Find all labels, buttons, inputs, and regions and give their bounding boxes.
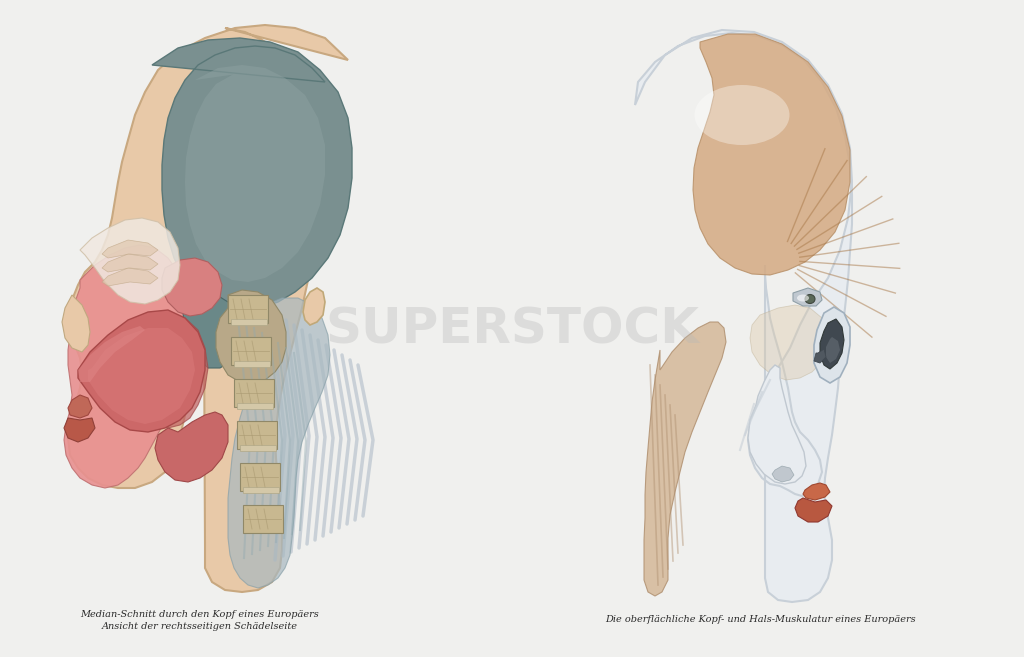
Polygon shape bbox=[155, 412, 228, 482]
Text: Die oberflächliche Kopf- und Hals-Muskulatur eines Europäers: Die oberflächliche Kopf- und Hals-Muskul… bbox=[605, 615, 915, 624]
Polygon shape bbox=[750, 305, 828, 380]
Polygon shape bbox=[803, 483, 830, 500]
Polygon shape bbox=[795, 498, 831, 522]
Polygon shape bbox=[693, 34, 850, 275]
Polygon shape bbox=[814, 349, 826, 363]
Text: Ansicht der rechtsseitigen Schädelseite: Ansicht der rechtsseitigen Schädelseite bbox=[102, 622, 298, 631]
Polygon shape bbox=[132, 318, 208, 428]
Polygon shape bbox=[237, 421, 278, 449]
Polygon shape bbox=[231, 319, 267, 325]
Polygon shape bbox=[185, 65, 325, 282]
Polygon shape bbox=[88, 328, 195, 424]
Polygon shape bbox=[820, 319, 844, 369]
Polygon shape bbox=[814, 307, 850, 383]
Polygon shape bbox=[234, 361, 270, 367]
Polygon shape bbox=[63, 245, 194, 488]
Polygon shape bbox=[68, 25, 348, 592]
Polygon shape bbox=[102, 254, 158, 272]
Polygon shape bbox=[62, 295, 90, 352]
Polygon shape bbox=[63, 418, 95, 442]
Polygon shape bbox=[228, 298, 330, 588]
Polygon shape bbox=[182, 278, 248, 368]
Polygon shape bbox=[162, 258, 222, 316]
Polygon shape bbox=[303, 288, 325, 325]
Polygon shape bbox=[243, 487, 279, 493]
Polygon shape bbox=[152, 38, 352, 310]
Text: SUPERSTOCK: SUPERSTOCK bbox=[325, 306, 699, 354]
Polygon shape bbox=[243, 505, 283, 533]
Ellipse shape bbox=[797, 294, 809, 302]
Polygon shape bbox=[68, 395, 92, 418]
Polygon shape bbox=[237, 403, 273, 409]
Polygon shape bbox=[772, 466, 794, 482]
Polygon shape bbox=[102, 268, 158, 286]
Polygon shape bbox=[216, 290, 286, 384]
Polygon shape bbox=[231, 337, 271, 365]
Polygon shape bbox=[826, 337, 840, 363]
Polygon shape bbox=[748, 365, 806, 484]
Polygon shape bbox=[228, 295, 268, 323]
Polygon shape bbox=[80, 218, 180, 304]
Ellipse shape bbox=[805, 294, 815, 304]
Polygon shape bbox=[793, 288, 822, 306]
Polygon shape bbox=[240, 445, 276, 451]
Polygon shape bbox=[644, 322, 726, 596]
Polygon shape bbox=[78, 326, 145, 382]
Polygon shape bbox=[234, 379, 274, 407]
Polygon shape bbox=[635, 30, 852, 602]
Polygon shape bbox=[240, 463, 280, 491]
Ellipse shape bbox=[694, 85, 790, 145]
Polygon shape bbox=[102, 240, 158, 258]
Polygon shape bbox=[78, 310, 205, 432]
Text: Median-Schnitt durch den Kopf eines Europäers: Median-Schnitt durch den Kopf eines Euro… bbox=[81, 610, 319, 619]
